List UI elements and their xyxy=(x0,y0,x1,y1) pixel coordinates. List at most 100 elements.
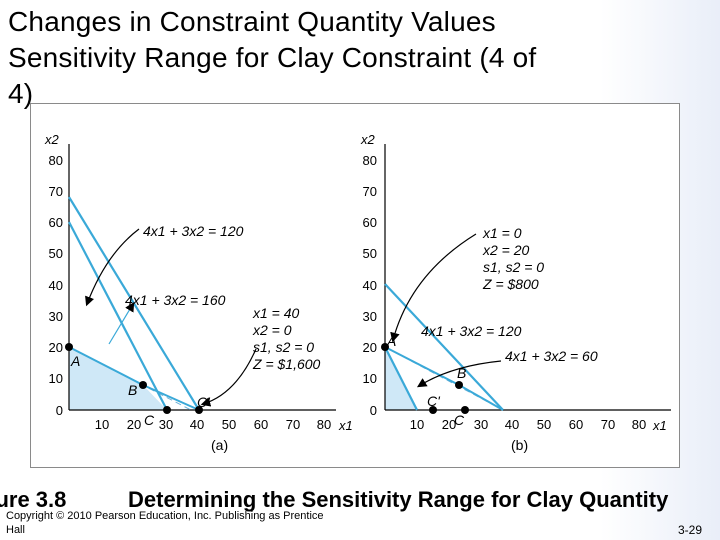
panel-b-x-tick: 60 xyxy=(569,417,583,432)
copyright-line-1: Copyright © 2010 Pearson Education, Inc.… xyxy=(6,510,324,522)
panel-a-eq2: 4x1 + 3x2 = 160 xyxy=(125,292,226,308)
panel-b-y-tick: 40 xyxy=(363,278,377,293)
title-line-2: Sensitivity Range for Clay Constraint (4… xyxy=(8,42,537,73)
panel-a-y-tick: 20 xyxy=(49,340,63,355)
panel-a-point-A xyxy=(65,343,73,351)
panel-a-y-ticks: 80 70 60 50 40 30 20 10 0 xyxy=(49,153,63,418)
panel-a-label-A: A xyxy=(70,353,80,369)
panel-b-x-tick: 50 xyxy=(537,417,551,432)
panel-a-x-tick: 40 xyxy=(190,417,204,432)
panel-b-sol2: x2 = 20 xyxy=(482,242,530,258)
panel-a-x-tick: 10 xyxy=(95,417,109,432)
panel-a-point-B xyxy=(139,381,147,389)
panel-a-y-tick: 80 xyxy=(49,153,63,168)
panel-a-x-tick: 30 xyxy=(159,417,173,432)
panel-a-x-tick: 80 xyxy=(317,417,331,432)
slide-page-number: 3-29 xyxy=(677,523,702,537)
panel-b-eq2: 4x1 + 3x2 = 60 xyxy=(505,348,598,364)
figure-caption: gure 3.8 Determining the Sensitivity Rang… xyxy=(0,487,720,513)
slide-title: Changes in Constraint Quantity Values Se… xyxy=(8,4,708,112)
panel-b-constraint-60 xyxy=(384,346,418,411)
panel-b-y-tick: 50 xyxy=(363,246,377,261)
panel-b-arrow-eq xyxy=(416,360,502,388)
panel-a-y-tick: 0 xyxy=(56,403,63,418)
title-line-3: 4) xyxy=(8,78,34,109)
panel-a-x-tick: 70 xyxy=(286,417,300,432)
panel-b-y-tick: 0 xyxy=(370,403,377,418)
panel-a-constraint-120 xyxy=(68,221,168,411)
panel-b-x-tick: 30 xyxy=(474,417,488,432)
panel-b-y-axis-label: x2 xyxy=(360,132,376,147)
panel-a: 80 70 60 50 40 30 20 10 0 10 20 30 40 50… xyxy=(44,132,353,453)
panel-b-y-tick: 20 xyxy=(363,340,377,355)
panel-b: 80 70 60 50 40 30 20 10 0 10 20 30 40 50… xyxy=(360,132,671,453)
panel-b-sol1: x1 = 0 xyxy=(482,225,522,241)
panel-a-sol2: x2 = 0 xyxy=(252,322,292,338)
title-line-1: Changes in Constraint Quantity Values xyxy=(8,6,496,37)
panel-a-y-axis-label: x2 xyxy=(44,132,60,147)
panel-a-y-tick: 50 xyxy=(49,246,63,261)
panel-b-x-tick: 10 xyxy=(410,417,424,432)
panel-b-x-axis-label: x1 xyxy=(652,418,667,433)
panel-a-shift-line-2 xyxy=(142,384,200,411)
panel-b-label-C: C xyxy=(454,412,465,428)
panel-a-eq1: 4x1 + 3x2 = 120 xyxy=(143,223,244,239)
panel-a-arrow-sol xyxy=(200,348,257,407)
panel-b-shift-line-2 xyxy=(458,384,504,411)
panel-b-constraint-120 xyxy=(384,283,504,411)
panel-b-sol3: s1, s2 = 0 xyxy=(483,259,544,275)
panel-b-sol4: Z = $800 xyxy=(482,276,539,292)
panel-a-y-tick: 30 xyxy=(49,309,63,324)
panel-b-x-tick: 40 xyxy=(505,417,519,432)
panel-b-x-tick: 80 xyxy=(632,417,646,432)
panel-b-y-tick: 60 xyxy=(363,215,377,230)
panel-b-point-C-prime xyxy=(429,406,437,414)
panel-b-arrow-sol xyxy=(390,233,477,343)
panel-a-x-axis-label: x1 xyxy=(338,418,353,433)
panel-a-x-tick: 20 xyxy=(127,417,141,432)
panel-a-x-tick: 60 xyxy=(254,417,268,432)
panel-a-feasible-region xyxy=(69,347,167,410)
panel-b-y-ticks: 80 70 60 50 40 30 20 10 0 xyxy=(363,153,377,418)
panel-a-label-B: B xyxy=(128,382,137,398)
panel-b-label-C-prime: C' xyxy=(427,393,441,409)
figure-svg: 80 70 60 50 40 30 20 10 0 10 20 30 40 50… xyxy=(44,132,671,453)
panel-b-point-B xyxy=(455,381,463,389)
panel-a-point-C xyxy=(163,406,171,414)
copyright-notice: Copyright © 2010 Pearson Education, Inc.… xyxy=(6,509,386,537)
caption-number: gure 3.8 xyxy=(0,487,67,512)
panel-a-shift-arrow xyxy=(108,301,135,345)
panel-b-y-tick: 30 xyxy=(363,309,377,324)
panel-a-y-tick: 10 xyxy=(49,371,63,386)
copyright-line-2: Hall xyxy=(6,524,25,536)
panel-a-sol4: Z = $1,600 xyxy=(252,356,321,372)
panel-b-shift-line xyxy=(384,346,460,386)
panel-a-arrow-eq1 xyxy=(85,228,140,307)
panel-a-x-tick: 50 xyxy=(222,417,236,432)
panel-b-label: (b) xyxy=(511,437,528,453)
panel-b-label-A: A xyxy=(386,333,396,349)
figure-graphs: 80 70 60 50 40 30 20 10 0 10 20 30 40 50… xyxy=(30,103,680,468)
panel-a-y-tick: 70 xyxy=(49,184,63,199)
panel-a-x-ticks: 10 20 30 40 50 60 70 80 xyxy=(95,417,331,432)
panel-b-y-tick: 70 xyxy=(363,184,377,199)
panel-b-point-A xyxy=(381,343,389,351)
panel-a-label-C: C xyxy=(144,412,155,428)
panel-b-x-tick: 20 xyxy=(442,417,456,432)
panel-a-sol3: s1, s2 = 0 xyxy=(253,339,314,355)
panel-b-eq1: 4x1 + 3x2 = 120 xyxy=(421,323,522,339)
panel-a-label: (a) xyxy=(211,437,228,453)
panel-a-shift-line xyxy=(68,346,144,386)
caption-text: Determining the Sensitivity Range for Cl… xyxy=(128,487,669,512)
panel-a-y-tick: 40 xyxy=(49,278,63,293)
panel-a-label-C-prime: C' xyxy=(197,394,211,410)
panel-b-x-tick: 70 xyxy=(601,417,615,432)
panel-a-sol1: x1 = 40 xyxy=(252,305,300,321)
panel-b-y-tick: 80 xyxy=(363,153,377,168)
panel-a-y-tick: 60 xyxy=(49,215,63,230)
panel-b-y-tick: 10 xyxy=(363,371,377,386)
panel-a-point-C-prime xyxy=(195,406,203,414)
panel-b-point-C xyxy=(461,406,469,414)
panel-b-label-B: B xyxy=(457,365,466,381)
panel-b-x-ticks: 10 20 30 40 50 60 70 80 xyxy=(410,417,646,432)
